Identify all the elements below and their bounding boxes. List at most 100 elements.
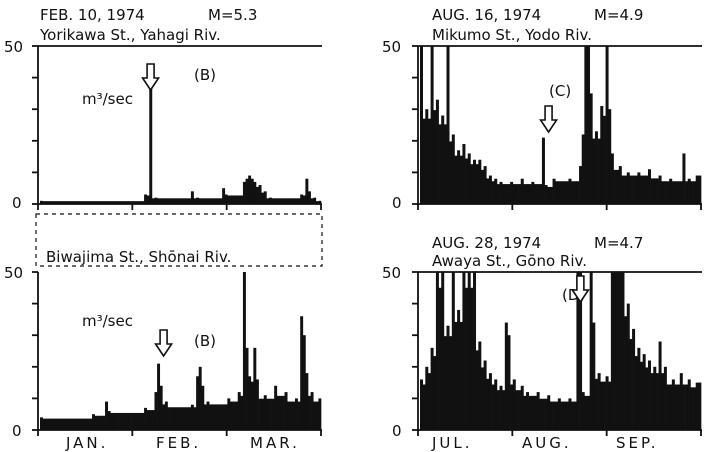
panel-biwajima-bar: [274, 385, 278, 430]
panel-awaya-bar: [486, 378, 490, 430]
panel-awaya-bar: [467, 272, 471, 430]
panel-yorikawa-bar: [120, 201, 124, 204]
panel-mikumo-bar: [658, 175, 662, 204]
panel-biwajima-bar: [86, 418, 90, 430]
panel-yorikawa-bar: [203, 198, 207, 204]
panel-yorikawa-ytick-top: 50: [4, 38, 23, 56]
panel-yorikawa-bar: [214, 198, 218, 204]
panel-awaya-ytick-bottom: 0: [392, 422, 402, 440]
panel-yorikawa-bar: [250, 178, 254, 204]
panel-awaya-bar: [425, 366, 429, 430]
panel-yorikawa-bar: [92, 201, 95, 204]
panel-yorikawa-event-label: (B): [194, 66, 216, 84]
panel-yorikawa-bar: [180, 198, 184, 204]
panel-awaya-bar: [613, 272, 617, 430]
panel-yorikawa-bar: [167, 198, 171, 204]
panel-biwajima-bar: [131, 412, 135, 430]
panel-awaya-month-2: AUG.: [522, 434, 572, 452]
panel-yorikawa-bar: [76, 201, 80, 204]
panel-biwajima-bar: [172, 407, 176, 430]
panel-awaya-bar: [435, 272, 439, 430]
panel-yorikawa-bar: [107, 201, 111, 204]
panel-biwajima-bar: [255, 379, 259, 430]
panel-awaya-bar: [576, 272, 580, 430]
panel-mikumo-bar: [443, 124, 447, 204]
panel-biwajima-bar: [154, 392, 158, 430]
panel-yorikawa-bar: [138, 201, 142, 204]
panel-biwajima-bar: [141, 412, 145, 430]
panel-biwajima-bar: [164, 401, 168, 430]
panel-biwajima-bar: [190, 404, 194, 430]
panel-awaya-bar: [465, 287, 469, 430]
panel-yorikawa-arrow: [141, 63, 161, 92]
panel-yorikawa-bar: [219, 198, 223, 204]
panel-yorikawa-bar: [55, 201, 59, 204]
panel-awaya-bar: [610, 272, 614, 430]
panel-biwajima-bar: [42, 418, 46, 430]
panel-awaya-bar: [420, 379, 423, 430]
panel-awaya-bar: [587, 395, 591, 430]
panel-mikumo-bar: [613, 169, 617, 204]
panel-mikumo-bar: [597, 138, 601, 204]
panel-biwajima-bar: [268, 398, 272, 430]
panel-yorikawa-bar: [271, 198, 275, 204]
panel-yorikawa-bar: [157, 198, 161, 204]
panel-yorikawa-bar: [245, 178, 249, 204]
panel-awaya-bar: [557, 398, 561, 430]
panel-awaya-bar: [693, 387, 697, 430]
panel-yorikawa-bar: [128, 201, 132, 204]
panel-biwajima-bar: [144, 407, 148, 430]
panel-awaya-bar: [504, 322, 508, 430]
panel-yorikawa-bar: [284, 198, 288, 204]
panel-yorikawa-bar: [300, 194, 304, 204]
panel-mikumo-bar: [544, 185, 548, 204]
panel-yorikawa-bar: [79, 201, 82, 204]
panel-yorikawa-bar: [164, 198, 168, 204]
panel-yorikawa-bar: [63, 201, 67, 204]
panel-yorikawa-bar: [201, 198, 205, 204]
panel-yorikawa-bar: [190, 191, 194, 204]
panel-biwajima-bar: [193, 407, 197, 430]
panel-awaya-bar: [679, 373, 683, 430]
panel-yorikawa-bar: [60, 201, 64, 204]
panel-awaya-bar: [533, 395, 537, 430]
panel-mikumo-bar: [491, 181, 495, 204]
panel-biwajima-unit: m³/sec: [82, 312, 133, 330]
panel-biwajima-bar: [159, 385, 163, 430]
panel-biwajima-bar: [107, 411, 111, 430]
panel-awaya-bar: [502, 390, 506, 430]
panel-yorikawa-bar: [131, 201, 135, 204]
panel-mikumo-bar: [616, 169, 620, 204]
panel-mikumo-bar: [420, 46, 423, 204]
panel-awaya-bar: [597, 373, 601, 430]
panel-yorikawa-bar: [274, 198, 278, 204]
panel-awaya-bar: [690, 387, 694, 430]
panel-mikumo-bar: [629, 175, 633, 204]
panel-biwajima-bar: [183, 407, 187, 430]
panel-mikumo-bar: [589, 93, 593, 204]
panel-biwajima-bar: [271, 398, 275, 430]
panel-biwajima-bar: [120, 412, 124, 430]
panel-mikumo-bar: [518, 184, 522, 204]
panel-yorikawa-bar: [287, 198, 291, 204]
panel-mikumo-bar: [457, 150, 461, 204]
panel-mikumo-bar: [685, 181, 689, 204]
panel-yorikawa-bar: [281, 198, 285, 204]
panel-biwajima-bar: [203, 404, 207, 430]
panel-mikumo-bar: [541, 137, 545, 204]
panel-mikumo-ytick-bottom: 0: [392, 194, 402, 212]
panel-yorikawa-bar: [227, 195, 231, 204]
panel-yorikawa-bar: [211, 198, 215, 204]
panel-mikumo-bar: [605, 46, 609, 204]
panel-biwajima-bar: [242, 272, 246, 430]
panel-mikumo-bars: [420, 46, 702, 204]
panel-awaya-bar: [571, 401, 575, 430]
panel-mikumo-bar: [438, 124, 442, 204]
panel-yorikawa-bar: [162, 198, 166, 204]
panel-awaya-bar: [544, 398, 548, 430]
panel-mikumo-bar: [510, 181, 514, 204]
panel-biwajima-bar: [266, 398, 270, 430]
panel-mikumo-bar: [547, 186, 551, 204]
panel-biwajima-bar: [105, 401, 108, 430]
